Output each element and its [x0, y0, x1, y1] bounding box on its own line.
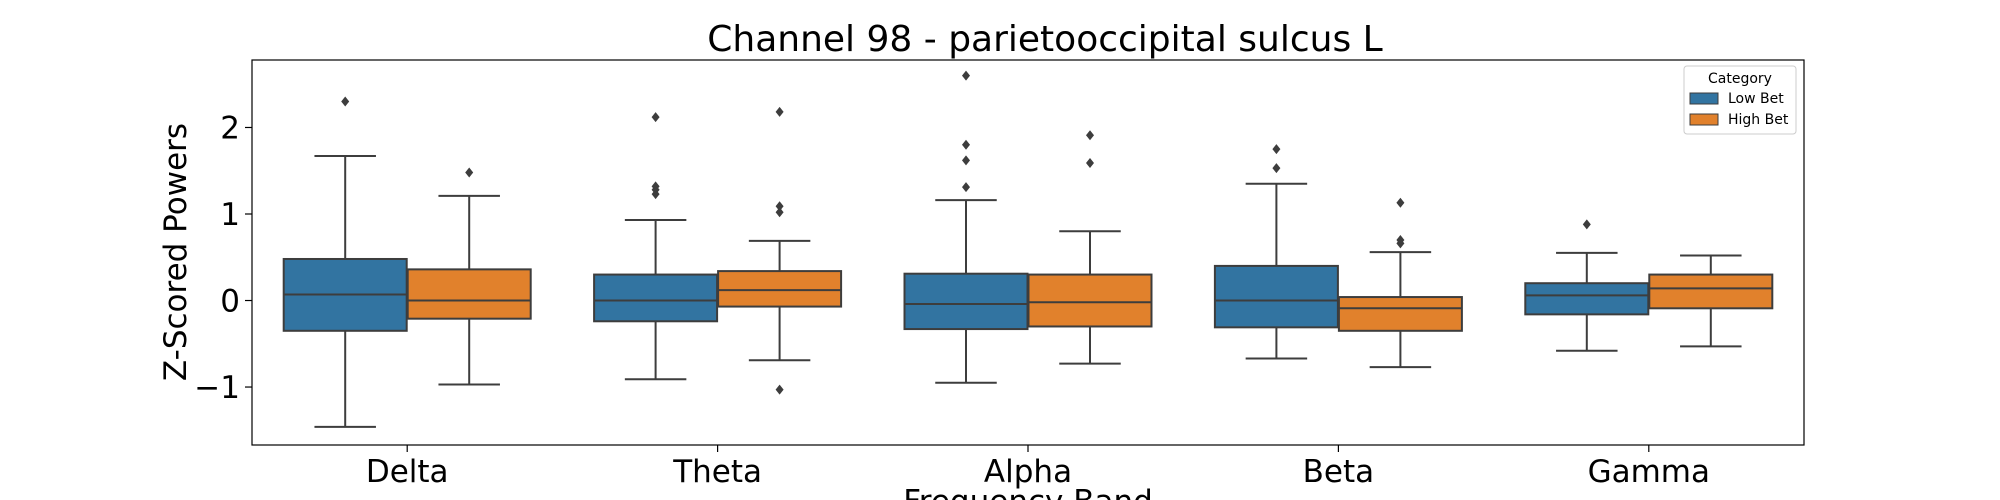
y-axis-label: Z-Scored Powers	[158, 123, 194, 381]
outlier-point	[1396, 234, 1405, 245]
legend-label-high-bet: High Bet	[1728, 112, 1789, 128]
outlier-point	[465, 167, 474, 178]
y-tick-label: 1	[220, 197, 240, 233]
box-group-low-bet-gamma	[1524, 219, 1650, 352]
box-high-bet-theta	[717, 270, 843, 308]
box-group-low-bet-beta	[1213, 144, 1339, 360]
outlier-point	[1582, 219, 1591, 230]
outlier-point	[962, 70, 970, 81]
x-tick-label-theta: Theta	[672, 454, 762, 490]
y-tick-label: −1	[194, 370, 240, 406]
box-low-bet-alpha	[903, 272, 1029, 331]
box-group-high-bet-beta	[1337, 197, 1463, 369]
box-group-high-bet-gamma	[1648, 254, 1774, 348]
box-high-bet-alpha	[1027, 273, 1153, 328]
legend: Category Low Bet High Bet	[1683, 65, 1797, 135]
outlier-point	[1086, 157, 1094, 168]
y-tick-label: 2	[220, 110, 240, 146]
outlier-point	[1272, 163, 1281, 174]
outlier-point	[962, 182, 970, 193]
box-high-bet-beta	[1337, 296, 1463, 332]
box-high-bet-gamma	[1648, 273, 1774, 310]
outlier-point	[1272, 144, 1281, 155]
box-group-high-bet-alpha	[1027, 130, 1153, 365]
y-axis: −1 0 1 2	[194, 110, 252, 406]
legend-title: Category	[1708, 71, 1772, 87]
legend-label-low-bet: Low Bet	[1728, 91, 1784, 107]
box-group-high-bet-theta	[717, 106, 843, 395]
legend-swatch-low-bet	[1689, 92, 1719, 105]
outlier-point	[775, 207, 784, 218]
outlier-point	[962, 139, 970, 150]
outlier-point	[775, 384, 784, 395]
outlier-point	[651, 181, 660, 192]
x-axis-label: Frequency Band	[903, 484, 1153, 500]
box-group-high-bet-delta	[406, 167, 532, 386]
outlier-point	[651, 112, 660, 123]
outlier-point	[341, 96, 350, 107]
legend-swatch-high-bet	[1689, 113, 1719, 126]
box-low-bet-theta	[593, 273, 719, 323]
box-low-bet-beta	[1213, 264, 1339, 329]
box-plot-layer	[282, 70, 1774, 428]
x-tick-label-beta: Beta	[1303, 454, 1375, 490]
chart-title: Channel 98 - parietooccipital sulcus L	[707, 19, 1382, 60]
box-group-low-bet-alpha	[903, 70, 1029, 384]
box-low-bet-gamma	[1524, 282, 1650, 316]
outlier-point	[775, 201, 784, 212]
x-tick-label-gamma: Gamma	[1588, 454, 1710, 490]
outlier-point	[962, 155, 970, 166]
x-tick-label-delta: Delta	[366, 454, 449, 490]
y-tick-label: 0	[220, 284, 240, 320]
x-tick-label-alpha: Alpha	[984, 454, 1072, 490]
outlier-point	[1396, 197, 1405, 208]
box-group-low-bet-delta	[282, 96, 408, 428]
outlier-point	[775, 106, 784, 117]
outlier-point	[1086, 130, 1094, 141]
x-axis: Delta Theta Alpha Beta Gamma	[366, 445, 1710, 490]
box-high-bet-delta	[406, 268, 532, 320]
box-group-low-bet-theta	[593, 112, 719, 381]
